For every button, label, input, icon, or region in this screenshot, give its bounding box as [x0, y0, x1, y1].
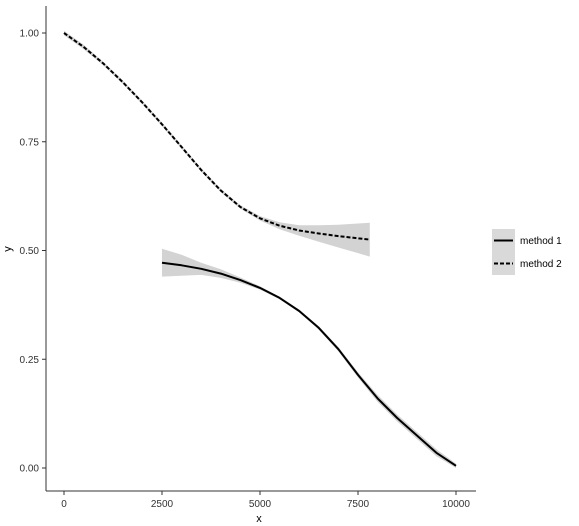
- x-tick-label: 2500: [151, 499, 174, 510]
- series-1-line: [161, 261, 457, 467]
- y-tick-label: 1.00: [20, 29, 40, 40]
- x-tick-label: 0: [61, 499, 67, 510]
- y-tick-label: 0.25: [20, 355, 40, 366]
- confidence-ribbons: [64, 30, 456, 468]
- y-tick-label: 0.50: [20, 246, 40, 257]
- y-axis-title: y: [2, 246, 14, 252]
- y-tick-label: 0.00: [20, 464, 40, 475]
- series-2-line: [63, 32, 370, 241]
- x-axis-title: x: [256, 513, 262, 525]
- legend-label: method 2: [520, 259, 562, 270]
- x-tick-label: 5000: [249, 499, 272, 510]
- x-tick-label: 10000: [442, 499, 470, 510]
- x-ticks: 0 2500 5000 7500 10000: [61, 491, 470, 510]
- y-tick-label: 0.75: [20, 137, 40, 148]
- series-1-confidence-band: [162, 248, 456, 468]
- legend-label: method 1: [520, 236, 562, 247]
- series-lines: [63, 32, 457, 467]
- x-tick-label: 7500: [347, 499, 370, 510]
- legend: method 1 method 2: [492, 229, 562, 275]
- series-2-confidence-band: [64, 30, 370, 257]
- y-ticks: 0.00 0.25 0.50 0.75 1.00: [20, 29, 46, 475]
- axes: [45, 6, 476, 492]
